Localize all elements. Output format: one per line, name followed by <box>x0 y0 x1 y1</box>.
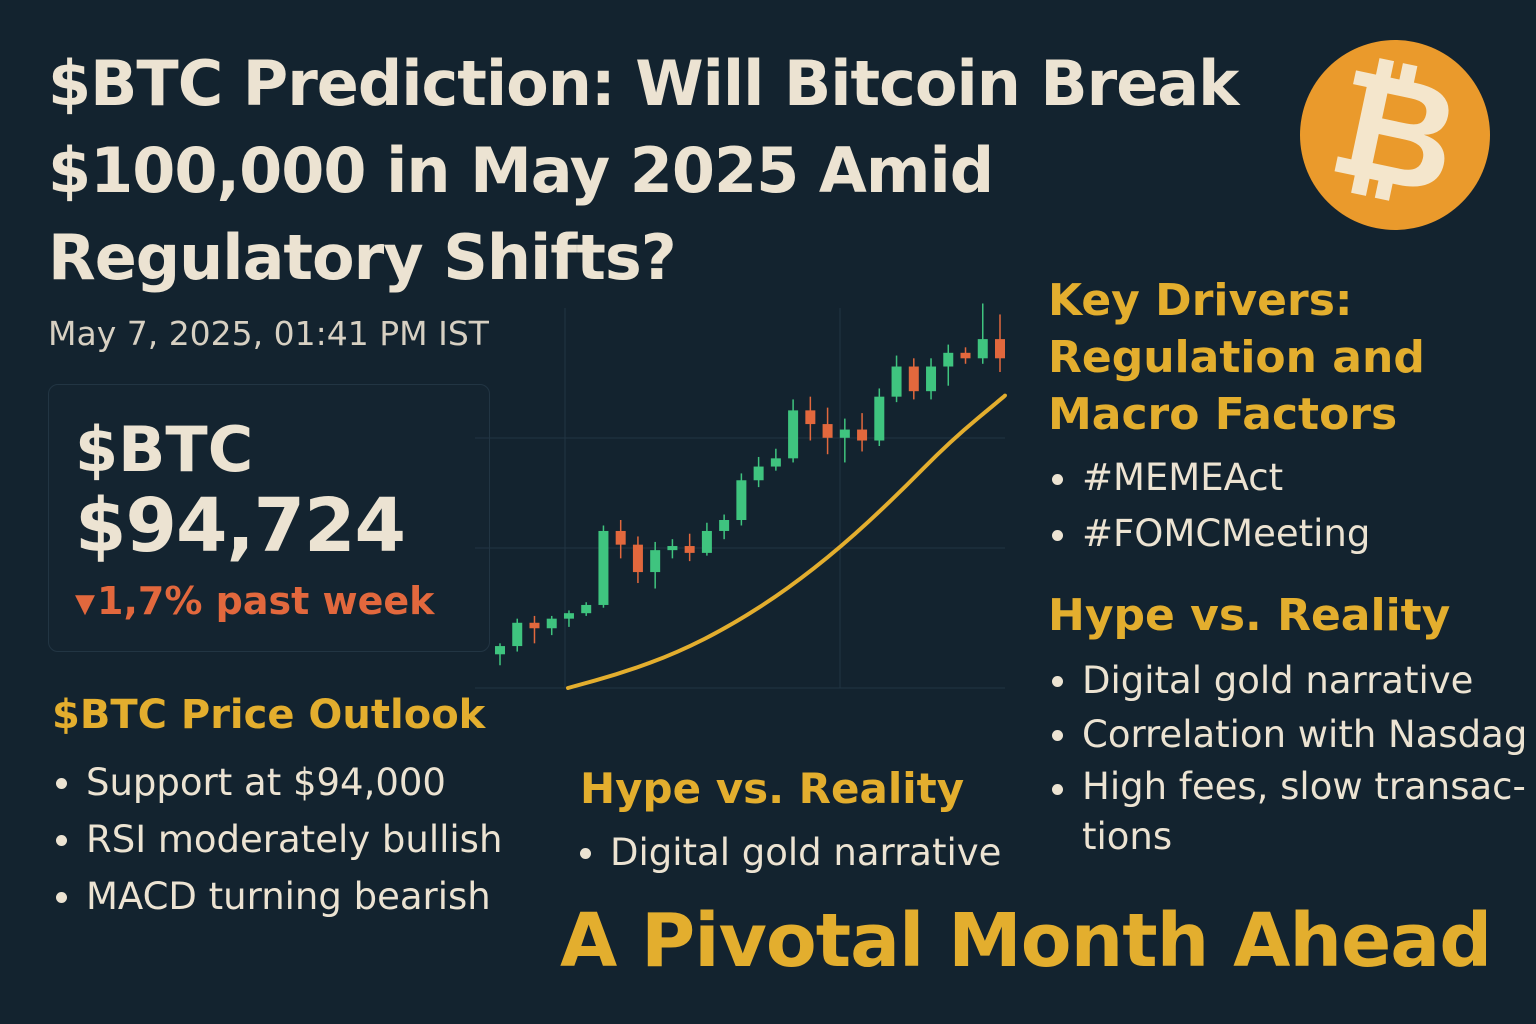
drivers-heading-line: Macro Factors <box>1048 389 1398 440</box>
current-price: $94,724 <box>75 483 406 569</box>
list-item: Digital gold narrative <box>1048 654 1527 708</box>
price-chart <box>475 303 1007 690</box>
candle-body <box>891 366 902 397</box>
list-item: #MEMEAct <box>1048 452 1370 508</box>
candle-body <box>581 604 592 614</box>
candle-body <box>650 550 661 573</box>
candle-body <box>839 429 850 438</box>
list-item: MACD turning bearish <box>52 872 502 929</box>
candle-body <box>805 410 816 425</box>
title-line: Regulatory Shifts? <box>48 221 677 294</box>
drivers-list: #MEMEAct #FOMCMeeting <box>1048 452 1370 564</box>
price-card: $BTC $94,724 ▼1,7% past week <box>48 384 490 652</box>
candle-body <box>529 622 540 629</box>
timestamp: May 7, 2025, 01:41 PM IST <box>48 314 489 353</box>
hype-list-middle: Digital gold narrative <box>576 828 1001 878</box>
chart-grid <box>475 308 1005 689</box>
weekly-change-text: 1,7% past week <box>97 579 435 623</box>
candle-body <box>908 366 919 392</box>
candle-body <box>857 429 868 441</box>
outlook-list: Support at $94,000 RSI moderately bullis… <box>52 758 502 929</box>
candle-body <box>684 546 695 553</box>
candle-body <box>546 618 557 629</box>
candle-body <box>667 546 678 551</box>
candle-body <box>736 480 747 520</box>
hype-heading-right: Hype vs. Reality <box>1048 590 1451 641</box>
candle-body <box>598 530 609 605</box>
outlook-heading: $BTC Price Outlook <box>52 692 486 738</box>
candle-body <box>495 646 505 655</box>
candle-body <box>615 530 626 545</box>
caret-down-icon: ▼ <box>75 588 95 619</box>
candle-body <box>719 520 730 531</box>
list-item-line: High fees, slow transac- <box>1082 765 1526 808</box>
trend-line <box>566 393 1007 690</box>
candle-body <box>701 530 712 553</box>
candle-body <box>977 339 988 359</box>
list-item: Correlation with Nasdag <box>1048 708 1527 762</box>
candle-body <box>926 366 937 392</box>
list-item: #FOMCMeeting <box>1048 508 1370 564</box>
hype-list-right: Digital gold narrative Correlation with … <box>1048 654 1527 862</box>
hype-heading-middle: Hype vs. Reality <box>580 764 965 813</box>
drivers-heading: Key Drivers: Regulation and Macro Factor… <box>1048 272 1425 443</box>
candle-body <box>995 339 1005 359</box>
tagline: A Pivotal Month Ahead <box>560 898 1492 984</box>
candle-body <box>943 352 954 367</box>
weekly-change: ▼1,7% past week <box>75 579 434 623</box>
candle-body <box>632 544 643 573</box>
candle-body <box>788 410 799 459</box>
list-item: High fees, slow transac- tions <box>1048 762 1527 862</box>
candle-body <box>770 458 781 467</box>
candle-body <box>512 622 523 647</box>
list-item: RSI moderately bullish <box>52 815 502 872</box>
drivers-heading-line: Key Drivers: <box>1048 275 1353 326</box>
candle-body <box>874 396 885 441</box>
ticker-symbol: $BTC <box>75 413 254 486</box>
candle-body <box>753 466 764 481</box>
list-item: Support at $94,000 <box>52 758 502 815</box>
drivers-heading-line: Regulation and <box>1048 332 1425 383</box>
candle-body <box>563 613 574 619</box>
list-item-line: tions <box>1082 815 1173 858</box>
title-line: $BTC Prediction: Will Bitcoin Break <box>48 47 1239 120</box>
bitcoin-logo-icon: ₿ <box>1300 34 1490 230</box>
candle-body <box>960 352 971 359</box>
page-title: $BTC Prediction: Will Bitcoin Break $100… <box>48 40 1308 301</box>
candle-body <box>822 424 833 438</box>
candles-group <box>495 303 1005 666</box>
list-item: Digital gold narrative <box>576 828 1001 878</box>
title-line: $100,000 in May 2025 Amid <box>48 134 994 207</box>
